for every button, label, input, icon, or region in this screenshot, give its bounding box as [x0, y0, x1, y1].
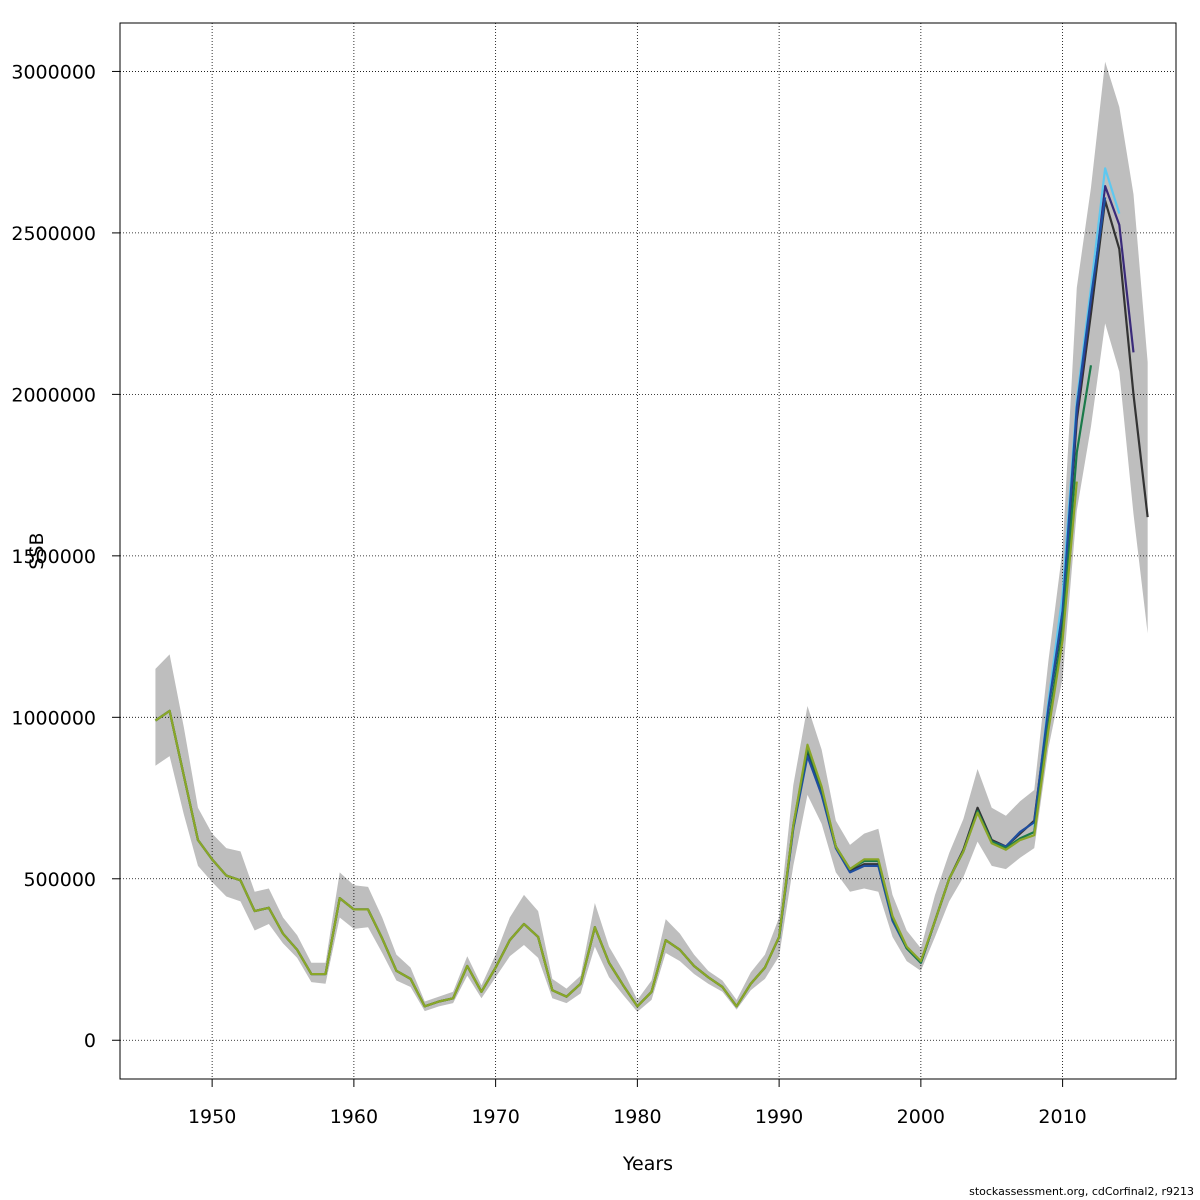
- series-line-0: [154, 199, 1149, 1008]
- series-line-4: [154, 365, 1093, 1008]
- x-axis-title: Years: [622, 1153, 673, 1175]
- y-tick-label: 2000000: [11, 384, 96, 406]
- x-tick-label: 2010: [1038, 1106, 1086, 1128]
- series-line-3: [778, 197, 1107, 964]
- x-tick-label: 1960: [330, 1106, 378, 1128]
- x-tick-label: 1950: [188, 1106, 236, 1128]
- plot-frame: [119, 22, 1177, 1080]
- confidence-band: [155, 61, 1148, 1012]
- y-tick-label: 1000000: [11, 707, 96, 729]
- x-tick-label: 2000: [897, 1106, 945, 1128]
- x-tick-label: 1980: [613, 1106, 661, 1128]
- series-line-5: [154, 481, 1078, 1008]
- x-tick-label: 1990: [755, 1106, 803, 1128]
- y-tick-label: 500000: [23, 869, 96, 891]
- y-tick-label: 3000000: [11, 61, 96, 83]
- y-tick-label: 1500000: [11, 546, 96, 568]
- y-axis-title: SSB: [26, 532, 48, 569]
- y-tick-label: 0: [84, 1030, 96, 1052]
- y-tick-label: 2500000: [11, 223, 96, 245]
- x-tick-label: 1970: [471, 1106, 519, 1128]
- footer-credit: stockassessment.org, cdCorfinal2, r9213: [969, 1185, 1194, 1198]
